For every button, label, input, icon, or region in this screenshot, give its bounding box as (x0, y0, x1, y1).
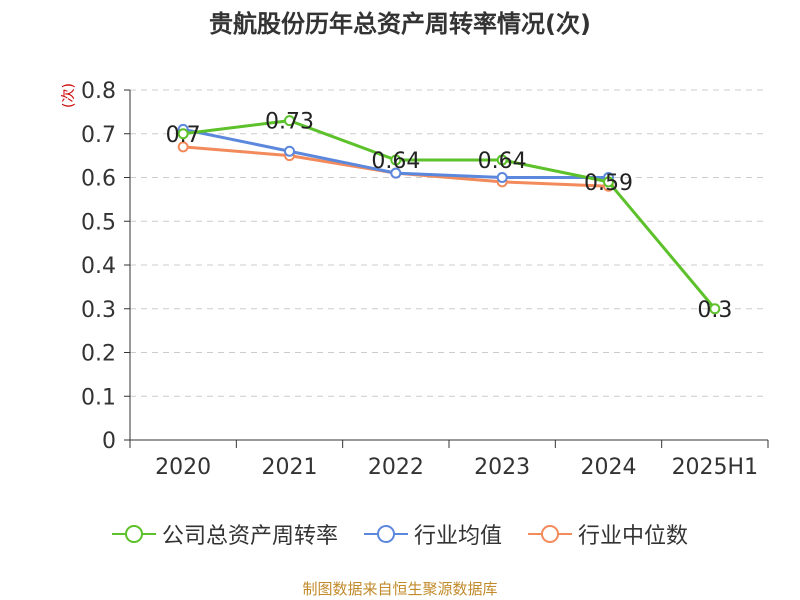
y-tick-label-1: 0.1 (81, 385, 116, 410)
series-1-point-3 (496, 172, 508, 183)
x-tick-label-4: 2024 (581, 455, 637, 480)
series-1-point-2 (390, 167, 402, 179)
legend-label-company: 公司总资产周转率 (161, 524, 338, 549)
legend: 公司总资产周转率 行业均值 行业中位数 (0, 518, 800, 550)
series-0-point-2 (390, 154, 402, 166)
legend-label-industry-median: 行业中位数 (578, 524, 689, 549)
y-tick-label-0: 0 (102, 429, 116, 454)
data-label-2: 0.64 (371, 149, 420, 174)
y-tick-label-3: 0.3 (81, 298, 116, 323)
x-tick-label-5: 2025H1 (672, 455, 759, 480)
chart-title: 贵航股份历年总资产周转率情况(次) (209, 10, 591, 38)
y-tick-label-2: 0.2 (81, 342, 116, 367)
legend-swatch-company-icon (111, 525, 156, 543)
legend-item-industry-mean[interactable]: 行业均值 (363, 518, 502, 550)
y-tick-label-4: 0.4 (81, 254, 116, 279)
series-0-point-1 (284, 115, 295, 127)
series-0-point-5 (709, 303, 721, 315)
series-0-point-3 (496, 154, 508, 166)
series-2-point-0 (177, 141, 189, 153)
legend-item-industry-median[interactable]: 行业中位数 (528, 518, 688, 550)
legend-swatch-median-icon (528, 525, 572, 543)
series-0-point-0 (177, 128, 189, 140)
data-label-1: 0.73 (265, 110, 314, 135)
y-tick-label-7: 0.7 (81, 123, 116, 148)
x-tick-label-3: 2023 (474, 455, 530, 480)
x-tick-label-2: 2022 (368, 455, 424, 480)
data-label-3: 0.64 (478, 149, 527, 174)
legend-item-company[interactable]: 公司总资产周转率 (111, 518, 338, 550)
legend-label-industry-mean: 行业均值 (413, 524, 502, 549)
data-label-4: 0.59 (584, 171, 633, 196)
data-label-5: 0.3 (697, 298, 732, 323)
y-tick-label-6: 0.6 (81, 167, 116, 192)
x-tick-label-1: 2021 (262, 455, 318, 480)
series-1-point-1 (284, 145, 295, 157)
series-0-point-4 (603, 176, 614, 188)
y-tick-label-5: 0.5 (81, 210, 116, 235)
legend-swatch-mean-icon (363, 525, 408, 543)
x-tick-label-0: 2020 (155, 455, 211, 480)
y-tick-label-8: 0.8 (81, 79, 116, 104)
data-label-0: 0.7 (166, 123, 201, 148)
series-line-0 (182, 119, 716, 310)
source-note: 制图数据来自恒生聚源数据库 (302, 580, 498, 598)
